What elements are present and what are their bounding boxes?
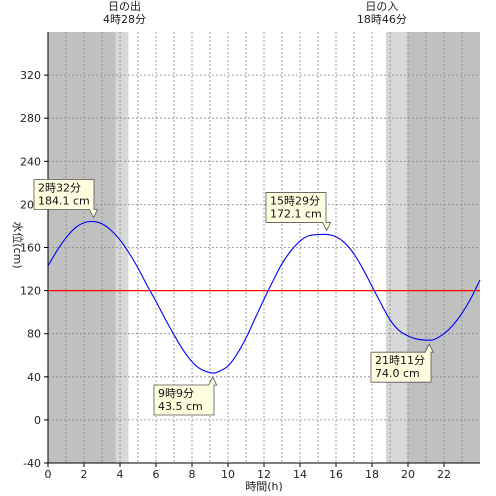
- annotation-box: [33, 179, 99, 219]
- annotation-time: 2時32分: [38, 182, 81, 195]
- annotation-box: [265, 192, 332, 232]
- twilight-band-morning: [115, 32, 129, 463]
- y-tick-label: 80: [27, 328, 41, 341]
- x-tick-label: 6: [153, 468, 160, 481]
- sun-labels: 日の出 4時28分 日の入 18時46分: [103, 0, 407, 26]
- night-band-evening: [407, 32, 480, 463]
- sunset-label: 日の入: [365, 0, 398, 13]
- y-axis-label: 水位(cm): [11, 221, 25, 268]
- tide-line-group: [47, 220, 481, 374]
- annotation-time: 15時29分: [270, 194, 320, 207]
- tide-line: [47, 220, 481, 374]
- y-tick-label: 0: [34, 414, 41, 427]
- sunset-time: 18時46分: [357, 13, 407, 26]
- x-tick-label: 4: [117, 468, 124, 481]
- annotation-box: [153, 376, 218, 416]
- x-tick-label: 2: [81, 468, 88, 481]
- annotation-value: 172.1 cm: [270, 207, 322, 220]
- annotation-value: 184.1 cm: [38, 195, 90, 208]
- x-tick-label: 18: [365, 468, 379, 481]
- x-tick-label: 16: [329, 468, 343, 481]
- annotation-time: 9時9分: [158, 387, 194, 400]
- x-tick-label: 0: [45, 468, 52, 481]
- annotation-value: 74.0 cm: [375, 367, 420, 380]
- annotation-time: 21時11分: [375, 354, 425, 367]
- sunrise-time: 4時28分: [103, 13, 146, 26]
- x-axis-label: 時間(h): [245, 480, 283, 493]
- sunrise-label: 日の出: [108, 0, 141, 13]
- y-tick-label: 40: [27, 371, 41, 384]
- x-tick-label: 10: [221, 468, 235, 481]
- x-tick-label: 12: [257, 468, 271, 481]
- grid-lines: [48, 32, 480, 463]
- annotation-box: [370, 343, 434, 383]
- x-tick-label: 14: [293, 468, 307, 481]
- x-tick-label: 8: [189, 468, 196, 481]
- x-tick-labels: 0 2 4 6 8 10 12 14 16 18 20 22: [45, 463, 451, 481]
- x-tick-label: 22: [437, 468, 451, 481]
- x-tick-label: 20: [401, 468, 415, 481]
- annotation-value: 43.5 cm: [158, 400, 203, 413]
- y-tick-label: 280: [20, 112, 41, 125]
- y-tick-label: 240: [20, 155, 41, 168]
- y-tick-label: 160: [20, 242, 41, 255]
- y-tick-label: -40: [23, 457, 41, 470]
- y-tick-label: 120: [20, 285, 41, 298]
- y-tick-label: 320: [20, 69, 41, 82]
